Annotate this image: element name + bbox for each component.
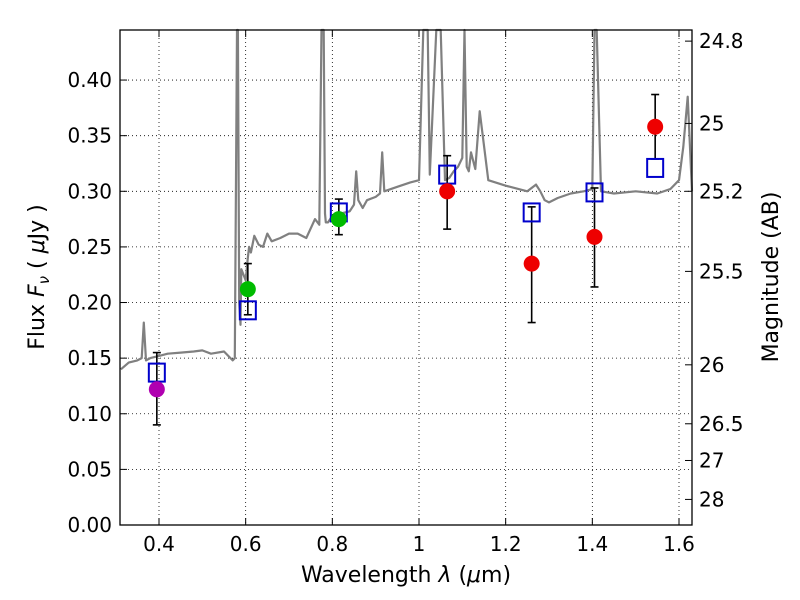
x-tick-label: 1.2 — [490, 532, 522, 556]
observed-circle-marker — [647, 118, 664, 135]
y-tick-label: 0.15 — [67, 346, 112, 370]
y-tick-label: 0.40 — [67, 68, 112, 92]
observed-circle-marker — [586, 228, 603, 245]
y-axis: 0.00 0.05 0.10 0.15 0.20 0.25 0.30 0.35 0.40 — [67, 68, 127, 537]
x-tick-label: 1.6 — [663, 532, 695, 556]
observed-circle-marker — [523, 255, 540, 272]
x-tick-label: 1.4 — [576, 532, 608, 556]
x-tick-label: 0.6 — [230, 532, 262, 556]
observed-circle-marker — [439, 183, 456, 200]
model-square-marker — [646, 157, 665, 178]
x-axis-title: Wavelength λ (μm) — [301, 563, 511, 588]
plot-background — [120, 30, 692, 525]
y-tick-label: 0.05 — [67, 457, 112, 481]
y-axis-title: Flux Fν ( μJy ) — [25, 204, 53, 349]
observed-circle-marker — [148, 381, 165, 398]
y2-axis: 24.8 25 25.2 25.5 26 26.5 27 28 — [685, 29, 744, 511]
spectrum-line — [120, 28, 694, 371]
y-tick-label: 0.35 — [67, 124, 112, 148]
spectrum-layer — [120, 28, 694, 371]
y2-tick-label: 26.5 — [699, 412, 744, 436]
y-tick-label: 0.20 — [67, 291, 112, 315]
y2-axis-title: Magnitude (AB) — [759, 192, 784, 363]
y-tick-label: 0.30 — [67, 179, 112, 203]
x-tick-label: 1 — [413, 532, 426, 556]
y-tick-label: 0.25 — [67, 235, 112, 259]
y2-tick-label: 26 — [699, 353, 724, 377]
observed-circle-marker — [239, 281, 256, 298]
plot-frame — [119, 29, 693, 526]
y2-tick-label: 25.5 — [699, 259, 744, 283]
x-tick-label: 0.4 — [143, 532, 175, 556]
y2-tick-label: 28 — [699, 487, 724, 511]
observed-circle-marker — [330, 211, 347, 228]
x-tick-label: 0.8 — [316, 532, 348, 556]
model-square-marker — [238, 300, 257, 321]
y2-tick-label: 27 — [699, 448, 724, 472]
y2-tick-label: 25.2 — [699, 179, 744, 203]
model-square-marker — [585, 182, 604, 203]
circle-marker-layer — [148, 118, 664, 398]
y-tick-label: 0.10 — [67, 402, 112, 426]
y-tick-label: 0.00 — [67, 513, 112, 537]
y2-tick-label: 25 — [699, 111, 724, 135]
x-axis: 0.4 0.6 0.8 1 1.2 1.4 1.6 — [143, 30, 695, 556]
model-square-marker — [522, 202, 541, 223]
y2-tick-label: 24.8 — [699, 29, 744, 53]
